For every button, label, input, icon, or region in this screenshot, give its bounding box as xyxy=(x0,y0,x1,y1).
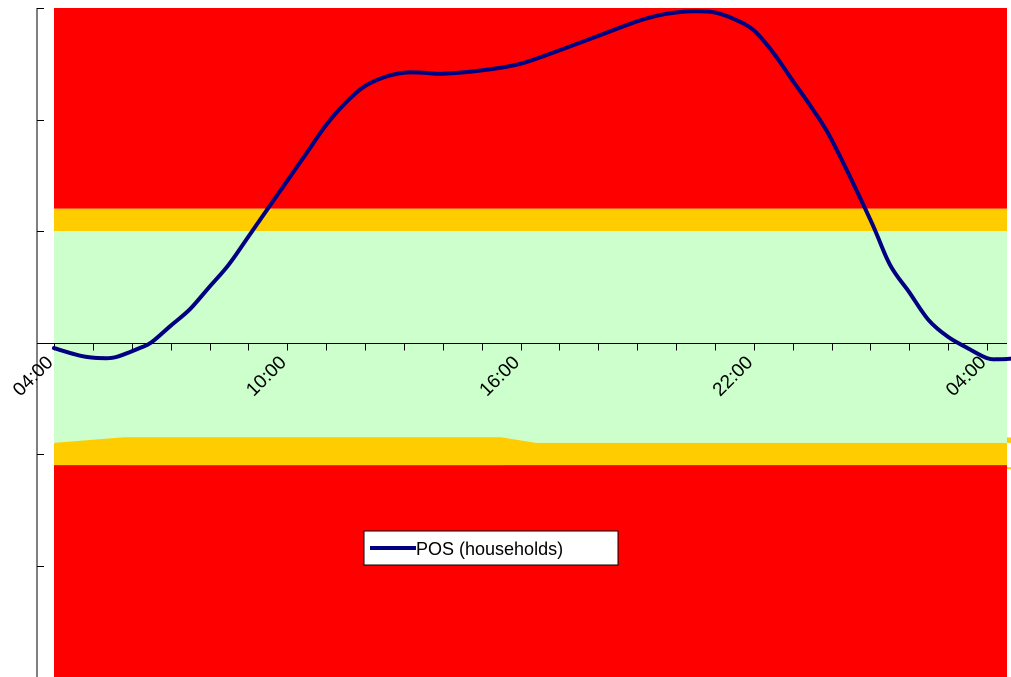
series-line-pos-households xyxy=(52,9,1011,362)
legend: POS (households) xyxy=(363,530,619,566)
y-axis xyxy=(36,8,44,677)
x-tick-label: 04:00 xyxy=(9,352,57,400)
band-amber-upper xyxy=(54,208,1007,231)
band-green xyxy=(54,231,1007,443)
band-amber-lower xyxy=(54,437,1011,470)
series-layer xyxy=(52,9,1011,362)
band-red-lower xyxy=(54,465,1007,677)
band-red-upper xyxy=(54,8,1007,209)
threshold-bands xyxy=(54,8,1011,677)
legend-label: POS (households) xyxy=(416,539,563,559)
